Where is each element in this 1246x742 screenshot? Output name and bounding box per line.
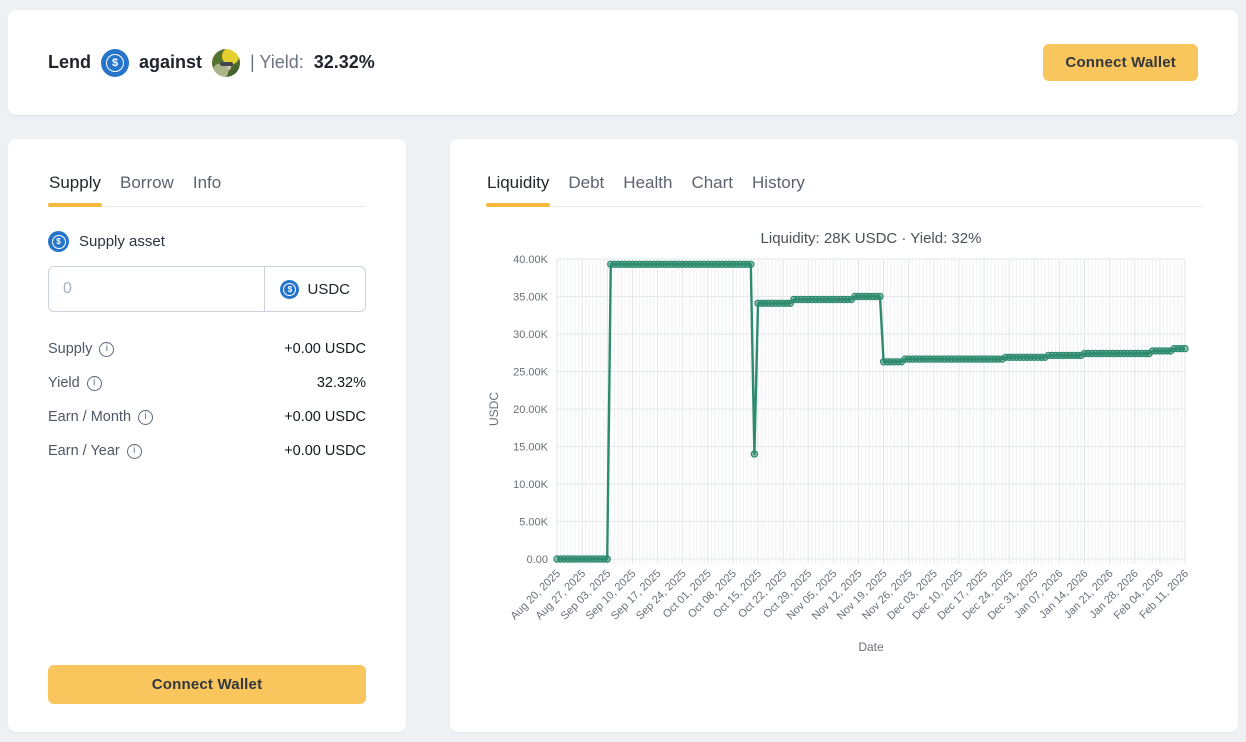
tab-borrow[interactable]: Borrow	[119, 173, 174, 192]
y-tick-label: 15.00K	[513, 442, 549, 454]
asset-selector-label: USDC	[307, 280, 350, 298]
stat-label-yield: Yield	[48, 375, 80, 391]
stat-value-earn-month: +0.00 USDC	[284, 409, 366, 425]
data-point-marker	[1181, 344, 1189, 353]
tab-history[interactable]: History	[752, 173, 805, 192]
stat-row-earn-month: Earn / Month i +0.00 USDC	[48, 400, 366, 434]
chart-title: Liquidity: 28K USDC · Yield: 32%	[761, 230, 982, 247]
connect-wallet-button-top[interactable]: Connect Wallet	[1043, 44, 1198, 81]
y-tick-label: 10.00K	[513, 479, 549, 491]
data-point-marker	[603, 555, 611, 563]
y-axis-title: USDC	[487, 392, 501, 426]
asset-selector[interactable]: $ USDC	[264, 267, 365, 311]
y-tick-label: 25.00K	[513, 367, 549, 379]
flex-spacer	[48, 468, 366, 665]
tab-supply[interactable]: Supply	[48, 171, 102, 207]
y-tick-label: 20.00K	[513, 404, 549, 416]
yield-label: | Yield:	[250, 52, 304, 72]
data-point-marker	[747, 260, 755, 269]
stat-value-supply: +0.00 USDC	[284, 341, 366, 357]
data-point-marker	[750, 450, 759, 458]
y-tick-label: 5.00K	[519, 517, 548, 529]
chart-card: Liquidity Debt Health Chart History 0.00…	[450, 139, 1238, 732]
supply-stats: Supply i +0.00 USDC Yield i 32.32% Earn …	[48, 332, 366, 468]
data-point-marker	[876, 292, 884, 301]
connect-wallet-button-panel[interactable]: Connect Wallet	[48, 665, 366, 704]
tab-info[interactable]: Info	[192, 173, 222, 192]
supply-tabs: Supply Borrow Info	[48, 171, 366, 207]
usdc-icon: $	[48, 231, 69, 252]
tab-health[interactable]: Health	[623, 173, 673, 192]
amount-input-group: $ USDC	[48, 266, 366, 312]
lend-label: Lend	[48, 52, 91, 72]
x-axis-title: Date	[858, 640, 884, 654]
y-tick-label: 40.00K	[513, 254, 549, 266]
liquidity-chart[interactable]: 0.00 5.00K 10.00K 15.00K 20.00K 25.00K 30.00K 3…	[486, 223, 1202, 673]
amount-input[interactable]	[49, 267, 265, 311]
yield-value: 32.32%	[313, 52, 375, 72]
stat-label-earn-month: Earn / Month	[48, 409, 132, 425]
liquidity-line	[557, 263, 1185, 561]
y-tick-label: 0.00	[527, 554, 548, 566]
stat-value-earn-year: +0.00 USDC	[284, 443, 366, 459]
y-tick-label: 35.00K	[513, 292, 549, 304]
market-pair: Lend $ against | Yield: 32.32%	[48, 48, 375, 77]
stat-value-yield: 32.32%	[316, 375, 366, 391]
stat-row-supply: Supply i +0.00 USDC	[48, 332, 366, 366]
tab-liquidity[interactable]: Liquidity	[486, 171, 551, 207]
info-icon[interactable]: i	[126, 443, 142, 459]
info-icon[interactable]: i	[86, 375, 102, 391]
supply-asset-label: Supply asset	[79, 233, 165, 250]
against-label: against	[139, 52, 203, 72]
stat-label-supply: Supply	[48, 341, 93, 357]
stat-row-yield: Yield i 32.32%	[48, 366, 366, 400]
top-bar: Lend $ against | Yield: 32.32% Connect W…	[8, 10, 1238, 115]
supply-asset-row: $ Supply asset	[48, 231, 366, 252]
tab-debt[interactable]: Debt	[568, 173, 605, 192]
usdc-icon: $	[280, 279, 300, 299]
info-icon[interactable]: i	[99, 341, 115, 357]
usdc-icon: $	[101, 48, 129, 77]
stat-label-earn-year: Earn / Year	[48, 443, 120, 459]
chart-tabs: Liquidity Debt Health Chart History	[486, 171, 1202, 207]
stat-row-earn-year: Earn / Year i +0.00 USDC	[48, 434, 366, 468]
parrot-token-icon	[212, 48, 241, 77]
supply-card: Supply Borrow Info $ Supply asset $ USDC…	[8, 139, 406, 732]
tab-chart[interactable]: Chart	[691, 173, 734, 192]
info-icon[interactable]: i	[138, 409, 154, 425]
y-tick-label: 30.00K	[513, 329, 549, 341]
